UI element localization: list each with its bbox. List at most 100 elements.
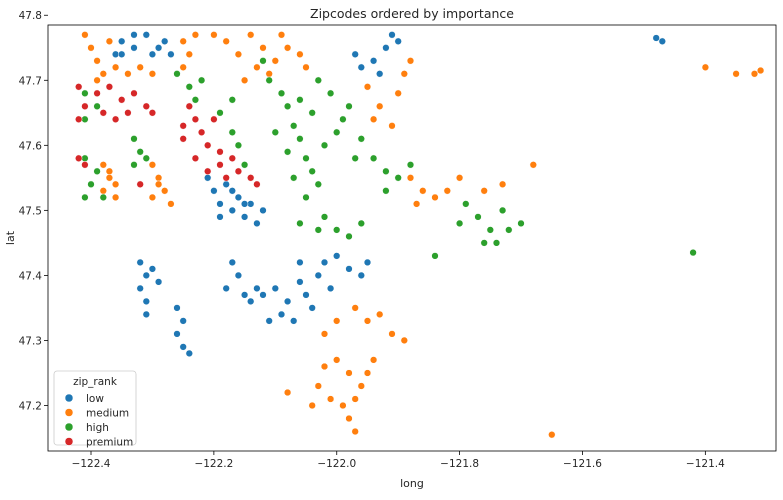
data-point (81, 193, 89, 202)
data-point (111, 50, 120, 58)
data-point (431, 193, 439, 202)
data-point (455, 174, 464, 182)
data-point (333, 226, 341, 234)
data-point (308, 304, 316, 312)
data-point (228, 128, 236, 136)
data-point (529, 161, 537, 169)
data-point (118, 50, 126, 58)
data-point (750, 70, 759, 78)
data-point (253, 180, 261, 188)
data-point (394, 37, 402, 45)
data-point (308, 109, 316, 117)
x-axis: −122.4 −122.2 −122.0 −121.8 −121.6 −121.4 (72, 451, 725, 470)
data-point (259, 206, 267, 215)
data-point (154, 174, 163, 182)
data-point (345, 265, 353, 273)
data-point (222, 174, 230, 182)
data-point (265, 317, 273, 325)
data-point (154, 44, 163, 52)
data-point (382, 187, 390, 195)
data-point (142, 297, 150, 306)
legend-label-medium: medium (86, 408, 129, 420)
data-point (296, 219, 304, 228)
data-point (179, 63, 187, 71)
data-point (234, 193, 243, 202)
data-point (357, 63, 365, 71)
data-point (376, 70, 384, 78)
data-point (363, 369, 372, 377)
data-point (277, 310, 286, 319)
data-point (234, 141, 243, 149)
data-point (406, 161, 415, 169)
data-point (130, 44, 138, 52)
data-point (99, 109, 107, 117)
x-tick-label: −122.2 (194, 458, 233, 470)
data-point (136, 180, 144, 188)
data-point (290, 174, 298, 182)
data-point (290, 317, 298, 325)
data-point (283, 297, 292, 306)
data-point (357, 382, 365, 390)
data-point (130, 89, 138, 97)
data-point (148, 70, 157, 78)
data-point (234, 50, 243, 58)
data-point (283, 102, 292, 110)
legend-marker-premium (64, 437, 74, 446)
data-point (283, 388, 292, 397)
data-point (419, 187, 427, 195)
data-point (191, 96, 200, 104)
data-point (124, 70, 132, 78)
data-point (480, 187, 488, 195)
data-point (105, 37, 114, 45)
legend-marker-medium (64, 408, 74, 417)
data-point (197, 128, 206, 136)
legend-label-low: low (86, 393, 104, 405)
data-point (345, 102, 353, 110)
data-point (228, 258, 236, 267)
series-premium (75, 83, 261, 188)
data-point (548, 431, 556, 439)
data-point (240, 76, 249, 84)
data-point (369, 154, 378, 162)
data-point (253, 219, 261, 228)
data-point (93, 167, 101, 175)
data-point (369, 356, 378, 364)
data-point (357, 271, 365, 280)
data-point (234, 271, 243, 280)
y-tick-label: 47.4 (19, 270, 43, 282)
data-point (492, 239, 501, 247)
plot-background (48, 25, 776, 451)
data-point (339, 115, 347, 123)
y-tick-label: 47.7 (19, 75, 42, 87)
data-point (148, 109, 157, 117)
data-point (142, 271, 150, 280)
data-point (296, 50, 304, 58)
data-point (412, 200, 421, 208)
data-point (130, 31, 138, 39)
data-point (400, 336, 408, 345)
data-point (173, 330, 181, 338)
data-point (701, 63, 710, 71)
data-point (259, 291, 267, 299)
data-point (93, 89, 101, 97)
data-point (247, 174, 255, 182)
data-point (271, 57, 279, 65)
data-point (179, 343, 187, 351)
data-point (81, 102, 89, 110)
data-point (247, 200, 255, 208)
data-point (406, 57, 415, 65)
data-point (345, 369, 353, 377)
data-point (185, 83, 193, 91)
data-point (486, 226, 494, 234)
data-point (93, 102, 101, 110)
data-point (363, 258, 372, 267)
data-point (93, 76, 101, 84)
data-point (357, 219, 365, 228)
data-point (148, 193, 157, 202)
data-point (118, 37, 126, 45)
data-point (111, 115, 120, 123)
data-point (296, 278, 304, 286)
data-point (124, 109, 132, 117)
